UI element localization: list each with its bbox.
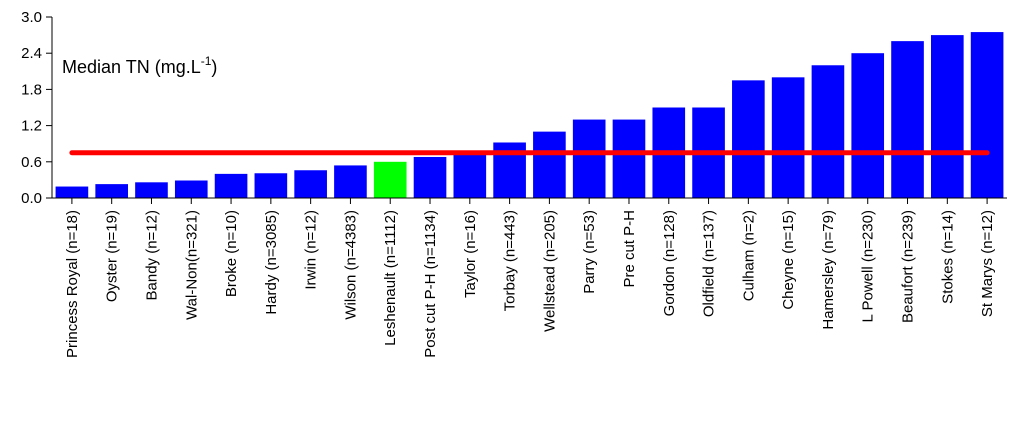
bar-21: [891, 41, 924, 198]
bar-9: [413, 156, 447, 198]
category-label-0: Princess Royal (n=18): [64, 210, 81, 358]
bar-14: [612, 119, 646, 198]
bar-5: [254, 173, 288, 198]
y-tick-label-1: 0.6: [21, 154, 42, 171]
bar-2: [135, 182, 168, 198]
y-tick-label-2: 1.2: [21, 118, 42, 135]
category-label-1: Oyster (n=19): [104, 210, 121, 302]
chart-title-superscript: -1: [201, 54, 212, 68]
category-label-3: Wal-Non(n=321): [183, 210, 200, 320]
bar-8: [373, 161, 407, 198]
bar-12: [533, 131, 566, 198]
category-label-20: L Powell (n=230): [860, 210, 877, 322]
chart-title: Median TN (mg.L-1): [62, 54, 217, 77]
bar-13: [572, 119, 606, 198]
category-label-13: Parry (n=53): [581, 210, 598, 294]
bar-19: [811, 65, 845, 199]
category-label-15: Gordon (n=128): [661, 210, 678, 316]
category-label-14: Pre cut P-H: [621, 210, 638, 288]
bar-7: [334, 165, 367, 198]
category-label-10: Taylor (n=16): [462, 210, 479, 298]
category-label-23: St Marys (n=12): [979, 210, 996, 317]
category-label-5: Hardy (n=3085): [263, 210, 280, 315]
category-label-6: Irwin (n=12): [303, 210, 320, 290]
bar-0: [55, 186, 89, 198]
bar-23: [970, 32, 1004, 198]
category-label-8: Leshenault (n=1112): [382, 210, 399, 346]
y-tick-label-4: 2.4: [21, 45, 42, 62]
bar-22: [931, 35, 964, 198]
category-label-7: Wilson (n=4383): [342, 210, 359, 320]
category-label-22: Stokes (n=14): [939, 210, 956, 304]
category-label-4: Broke (n=10): [223, 210, 240, 297]
category-label-9: Post cut P-H (n=1134): [422, 210, 439, 358]
bar-18: [771, 77, 805, 198]
bar-10: [453, 152, 487, 198]
y-tick-label-0: 0.0: [21, 190, 42, 207]
bar-6: [294, 170, 327, 198]
axes-layer: [51, 17, 1007, 204]
category-label-18: Cheyne (n=15): [780, 210, 797, 310]
chart-title-close: ): [211, 57, 217, 77]
y-tick-labels: 0.0 0.6 1.2 1.8 2.4 3.0: [21, 9, 52, 207]
category-label-16: Oldfield (n=137): [701, 210, 718, 317]
chart-title-main: Median TN (mg.L: [62, 57, 201, 77]
y-tick-label-3: 1.8: [21, 81, 42, 98]
category-label-19: Hamersley (n=79): [820, 210, 837, 330]
bar-1: [95, 184, 128, 198]
bar-4: [214, 173, 248, 198]
category-label-12: Wellstead (n=205): [541, 210, 558, 332]
y-tick-label-5: 3.0: [21, 9, 42, 26]
category-label-2: Bandy (n=12): [143, 210, 160, 300]
category-label-21: Beaufort (n=239): [900, 210, 917, 323]
x-category-labels: Princess Royal (n=18) Oyster (n=19) Bandy …: [64, 210, 996, 358]
bar-17: [732, 80, 765, 198]
bar-20: [851, 53, 885, 199]
category-label-11: Torbay (n=443): [502, 210, 519, 311]
bar-3: [174, 180, 208, 198]
category-label-17: Culham (n=2): [740, 210, 757, 301]
